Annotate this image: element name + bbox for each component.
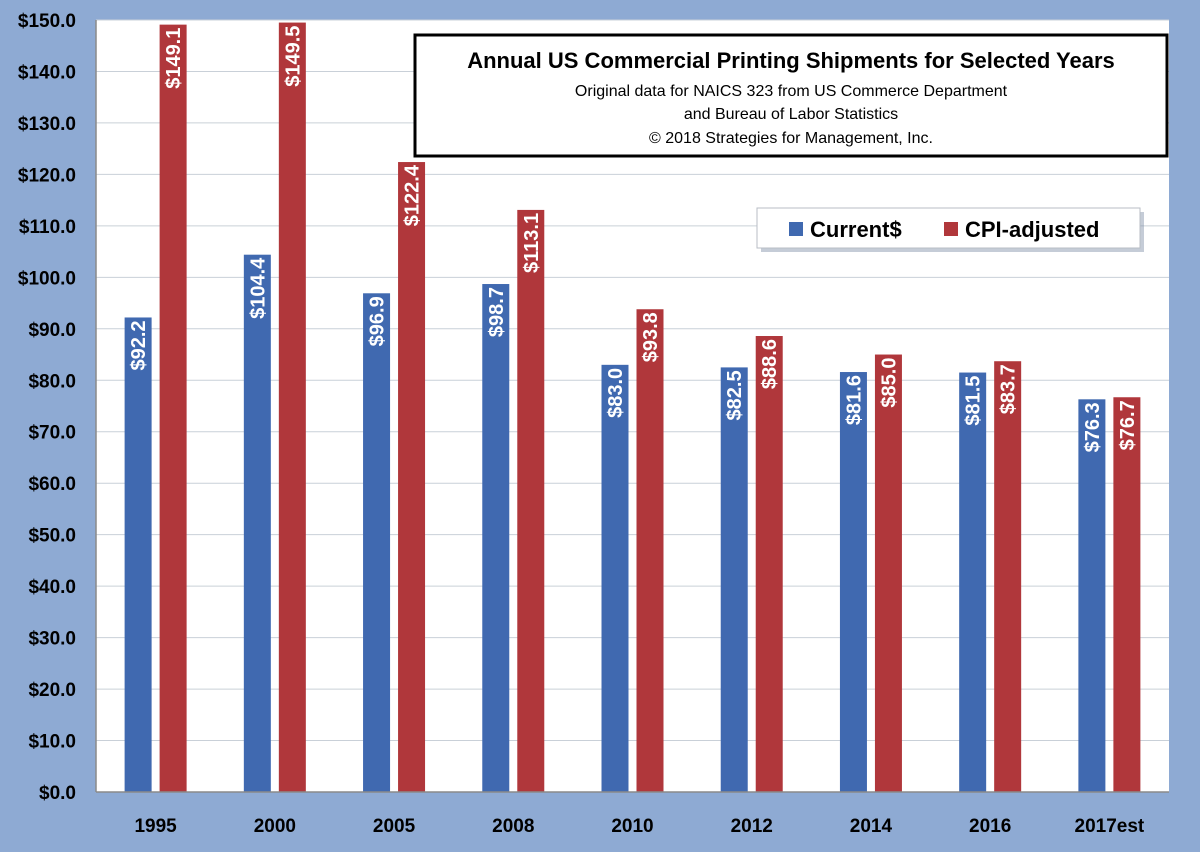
data-label: $83.0 [605, 368, 627, 418]
data-label: $81.5 [963, 376, 985, 426]
y-tick-label: $50.0 [28, 526, 76, 547]
bar-cpi-adjusted-2000 [278, 22, 306, 792]
x-tick-label: 2016 [969, 816, 1011, 837]
data-label: $82.5 [724, 370, 746, 420]
data-label: $92.2 [128, 320, 150, 370]
y-tick-label: $40.0 [28, 577, 76, 598]
subtitle-line-1: Original data for NAICS 323 from US Comm… [575, 83, 1008, 100]
y-tick-label: $10.0 [28, 732, 76, 753]
data-label: $104.4 [247, 257, 269, 319]
y-tick-label: $110.0 [19, 217, 76, 238]
x-axis-tick-labels: 1995 2000 2005 2008 2010 2012 2014 2016 2017est [134, 816, 1144, 837]
bar-current-2017est [1078, 399, 1106, 792]
bar-cpi-adjusted-2012 [755, 336, 783, 792]
data-label: $149.5 [282, 26, 304, 87]
subtitle-line-2: and Bureau of Labor Statistics [684, 106, 898, 123]
x-tick-label: 2017est [1075, 816, 1145, 837]
chart-title: Annual US Commercial Printing Shipments … [467, 48, 1115, 73]
legend-swatch-current [789, 222, 803, 236]
x-tick-label: 2005 [373, 816, 416, 837]
data-label: $76.3 [1082, 402, 1104, 452]
x-tick-label: 2014 [850, 816, 893, 837]
data-label: $122.4 [402, 164, 424, 226]
subtitle-line-3: © 2018 Strategies for Management, Inc. [649, 130, 933, 147]
bar-cpi-adjusted-2005 [398, 162, 426, 793]
legend-swatch-cpi [944, 222, 958, 236]
data-label: $83.7 [998, 364, 1020, 414]
bar-current-2000 [243, 254, 271, 793]
y-tick-label: $0.0 [39, 783, 76, 804]
data-label: $93.8 [640, 312, 662, 362]
legend-label-cpi: CPI-adjusted [965, 217, 1099, 242]
y-tick-label: $100.0 [18, 268, 76, 289]
data-label: $96.9 [367, 296, 389, 346]
x-tick-label: 1995 [134, 816, 177, 837]
y-tick-label: $120.0 [18, 165, 76, 186]
bar-current-2008 [482, 284, 510, 792]
bar-current-2016 [959, 372, 987, 792]
bar-cpi-adjusted-2010 [636, 309, 664, 792]
bar-current-2014 [839, 372, 867, 792]
y-tick-label: $130.0 [18, 114, 76, 135]
data-label: $113.1 [521, 213, 543, 273]
x-tick-label: 2010 [611, 816, 653, 837]
x-tick-label: 2008 [492, 816, 534, 837]
bar-cpi-adjusted-2008 [517, 209, 545, 793]
data-label: $98.7 [486, 287, 508, 337]
data-label: $149.1 [163, 28, 185, 89]
y-tick-label: $80.0 [28, 371, 76, 392]
bar-current-2005 [363, 293, 391, 792]
bar-cpi-adjusted-1995 [159, 24, 187, 792]
x-tick-label: 2012 [731, 816, 773, 837]
data-label: $81.6 [843, 375, 865, 425]
y-tick-label: $150.0 [18, 11, 76, 32]
data-label: $76.7 [1117, 400, 1139, 450]
y-tick-label: $30.0 [28, 629, 76, 650]
bar-cpi-adjusted-2016 [994, 361, 1022, 792]
bar-cpi-adjusted-2014 [874, 354, 902, 792]
bar-current-2012 [720, 367, 748, 792]
data-label: $85.0 [878, 358, 900, 408]
x-tick-label: 2000 [254, 816, 296, 837]
y-tick-label: $70.0 [28, 423, 76, 444]
bar-current-1995 [124, 317, 152, 792]
legend-label-current: Current$ [810, 217, 902, 242]
bar-current-2010 [601, 364, 629, 792]
y-tick-label: $90.0 [28, 320, 76, 341]
y-axis-tick-labels: $0.0 $10.0 $20.0 $30.0 $40.0 $50.0 $60.0 $70.0 $… [18, 11, 76, 804]
bars [124, 22, 1141, 793]
y-tick-label: $140.0 [18, 62, 76, 83]
y-tick-label: $60.0 [28, 474, 76, 495]
bar-cpi-adjusted-2017est [1113, 397, 1141, 792]
data-labels: $92.2 $149.1 $104.4 $149.5 $96.9 $122.4 $98.7 $… [128, 26, 1139, 453]
data-label: $88.6 [759, 339, 781, 389]
y-tick-label: $20.0 [28, 680, 76, 701]
title-box: Annual US Commercial Printing Shipments … [413, 33, 1169, 158]
legend: Current$ CPI-adjusted [756, 207, 1144, 252]
